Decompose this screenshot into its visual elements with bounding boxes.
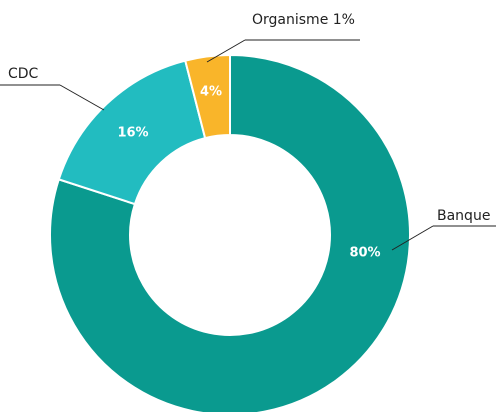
leader-line (391, 225, 434, 251)
donut-slice (184, 53, 231, 140)
category-label: CDC (8, 66, 39, 82)
leader-line (206, 39, 246, 63)
value-label: 4% (200, 85, 222, 100)
leader-line (59, 84, 105, 111)
donut-slice (49, 53, 411, 412)
category-label: Banque (437, 208, 490, 224)
category-label: Organisme 1% (252, 12, 355, 28)
value-label: 16% (117, 126, 148, 141)
value-label: 80% (349, 246, 380, 261)
